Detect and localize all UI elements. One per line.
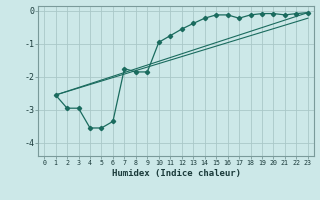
X-axis label: Humidex (Indice chaleur): Humidex (Indice chaleur) [111, 169, 241, 178]
